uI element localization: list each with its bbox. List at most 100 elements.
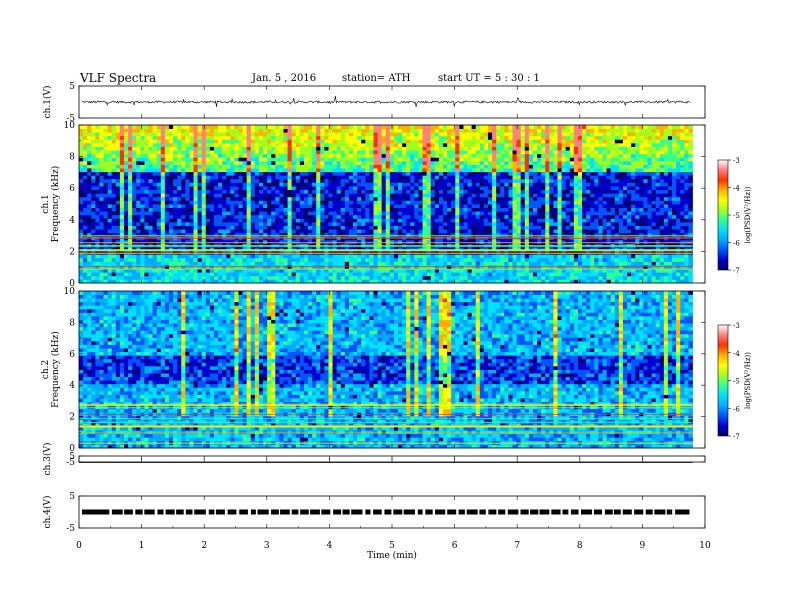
ch4-gap: [643, 509, 646, 515]
ch4-gap: [496, 509, 499, 515]
ch4-gap: [154, 509, 158, 515]
y-axis-label: ch.4(V): [42, 496, 53, 529]
y-axis-label-frequency: Frequency (kHz): [50, 331, 61, 408]
ch4-gap: [672, 509, 676, 515]
ch4-gap: [549, 509, 552, 515]
ch4-gap: [602, 509, 605, 515]
x-tick-label: 2: [201, 541, 207, 551]
y-tick-label: 2: [69, 413, 75, 423]
ch4-gap: [578, 509, 581, 515]
y-tick-label: 4: [69, 216, 75, 226]
colorbar-label: log(PSD(V²/Hz)): [744, 186, 752, 243]
ch4-gap: [214, 509, 216, 515]
panel-4: ch.3(V) 5-5: [42, 443, 706, 476]
date-label: Jan. 5 , 2016: [252, 73, 317, 84]
x-tick-label: 5: [389, 541, 395, 551]
ch4-gap: [370, 509, 374, 515]
x-tick-label: 8: [577, 541, 583, 551]
ch4-gap: [268, 509, 271, 515]
x-tick-label: 6: [452, 541, 458, 551]
ch4-gap: [652, 509, 655, 515]
ch4-gap: [391, 509, 394, 515]
ch4-gap: [289, 509, 292, 515]
ch4-gap: [224, 509, 228, 515]
colorbar-tick-label: -5: [733, 212, 740, 220]
station-label: station= ATH: [342, 73, 411, 84]
x-tick-label: 4: [327, 541, 333, 551]
colorbar-tick-label: -7: [733, 267, 740, 275]
panel-5: ch.4(V) 5 -5: [42, 492, 706, 534]
ch4-gap: [538, 509, 540, 515]
colorbar-tick-label: -4: [733, 185, 740, 193]
ch4-gap: [505, 509, 508, 515]
ch4-gap: [278, 509, 281, 515]
spectrogram-2: [79, 291, 693, 449]
x-tick-label: 0: [76, 541, 82, 551]
ch4-gap: [560, 509, 563, 515]
y-tick-label: 0: [69, 444, 75, 454]
colorbar-tick-label: -7: [733, 433, 740, 441]
ch4-gap: [612, 509, 614, 515]
y-axis-label-frequency: Frequency (kHz): [50, 166, 61, 243]
y-tick-label: 8: [69, 318, 75, 328]
ch4-gap: [319, 509, 322, 515]
y-tick-label: 6: [69, 184, 75, 194]
colorbar: [717, 324, 729, 437]
ch4-gap: [163, 509, 166, 515]
ch4-gap: [174, 509, 177, 515]
ch4-gap: [247, 509, 251, 515]
ch4-gap: [236, 509, 240, 515]
colorbar-tick-label: -4: [733, 350, 740, 358]
y-tick-label: 10: [64, 287, 76, 297]
y-tick-label: 6: [69, 350, 75, 360]
y-tick-label: 10: [64, 121, 76, 131]
ch4-gap: [183, 509, 186, 515]
panel-3: -7 -6 -5 -4 -3 log(PSD(V²/Hz)) ch.2 Frequency (…: [41, 287, 752, 454]
ch4-gap: [109, 509, 112, 515]
ch4-gap: [330, 509, 334, 515]
ch4-gap: [402, 509, 404, 515]
colorbar-tick-label: -6: [733, 405, 740, 413]
ch4-gap: [362, 509, 366, 515]
ch4-gap: [445, 509, 448, 515]
ch4-gap: [308, 509, 311, 515]
chart-title: VLF Spectra: [80, 71, 157, 85]
y-tick-label: 2: [69, 247, 75, 257]
spectrogram-1: [79, 125, 693, 284]
panel-2: -7 -6 -5 -4 -3 log(PSD(V²/Hz)) ch.1 Frequency (…: [41, 121, 752, 289]
ch4-gap: [415, 509, 418, 515]
ch4-gap: [381, 509, 385, 515]
y-tick-label: 4: [69, 381, 75, 391]
x-tick-label: 1: [139, 541, 145, 551]
y-tick-label: -5: [66, 114, 75, 124]
ch4-gap: [456, 509, 459, 515]
ch4-gap: [192, 509, 195, 515]
ch4-gap: [132, 509, 136, 515]
colorbar-tick-label: -6: [733, 240, 740, 248]
ch4-gap: [298, 509, 301, 515]
ch4-gap: [255, 509, 258, 515]
ch4-gap: [122, 509, 125, 515]
y-tick-label: 5: [69, 452, 75, 462]
x-tick-label: 7: [514, 541, 520, 551]
x-tick-label: 9: [640, 541, 646, 551]
y-tick-label: 0: [69, 279, 75, 289]
colorbar: [717, 159, 729, 271]
ch4-gap: [568, 509, 571, 515]
colorbar-tick-label: -3: [733, 157, 740, 165]
y-axis-label: ch.3(V): [42, 443, 53, 476]
ch4-gap: [341, 509, 343, 515]
y-tick-label: 5: [69, 492, 75, 502]
colorbar-label: log(PSD(V²/Hz)): [744, 352, 752, 409]
ch4-gap: [432, 509, 435, 515]
x-tick-label: 3: [264, 541, 270, 551]
ch4-gap: [592, 509, 594, 515]
start-time-label: start UT = 5 : 30 : 1: [438, 73, 540, 84]
x-axis-label: Time (min): [367, 550, 417, 561]
ch4-gap: [205, 509, 209, 515]
ch4-gap: [620, 509, 623, 515]
ch4-gap: [665, 509, 667, 515]
y-tick-label: -5: [66, 524, 75, 534]
colorbar-tick-label: -3: [733, 322, 740, 330]
